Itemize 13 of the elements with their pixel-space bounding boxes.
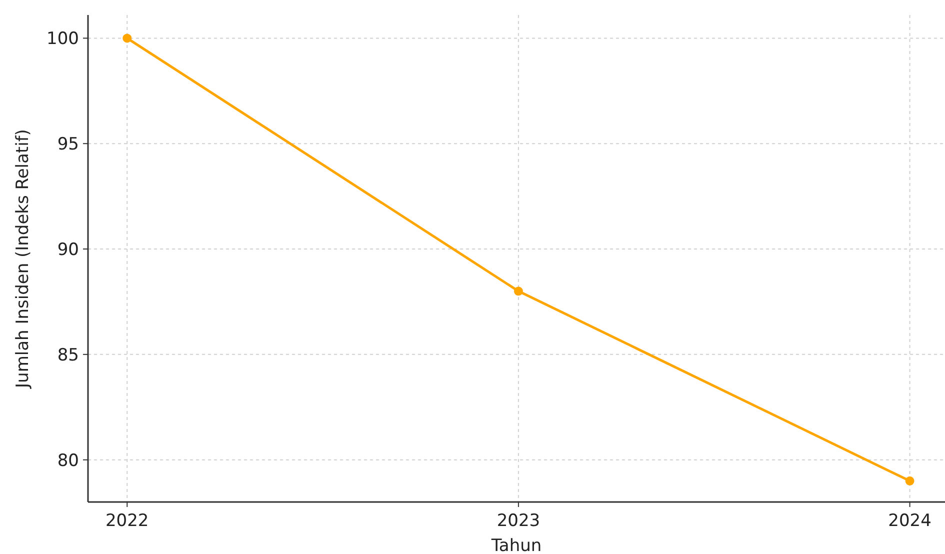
- y-tick-label: 100: [46, 29, 79, 50]
- y-axis-title: Jumlah Insiden (Indeks Relatif): [13, 129, 33, 389]
- y-tick-label: 80: [57, 450, 79, 471]
- y-tick-label: 95: [57, 134, 79, 155]
- y-tick-label: 90: [57, 240, 79, 260]
- x-tick-label: 2024: [888, 511, 932, 531]
- point: [905, 476, 914, 486]
- point: [514, 286, 523, 296]
- x-axis-title: Tahun: [490, 536, 542, 554]
- x-tick-label: 2022: [106, 511, 149, 531]
- point: [122, 34, 132, 43]
- x-tick-label: 2023: [496, 511, 540, 531]
- y-tick-label: 85: [57, 345, 79, 366]
